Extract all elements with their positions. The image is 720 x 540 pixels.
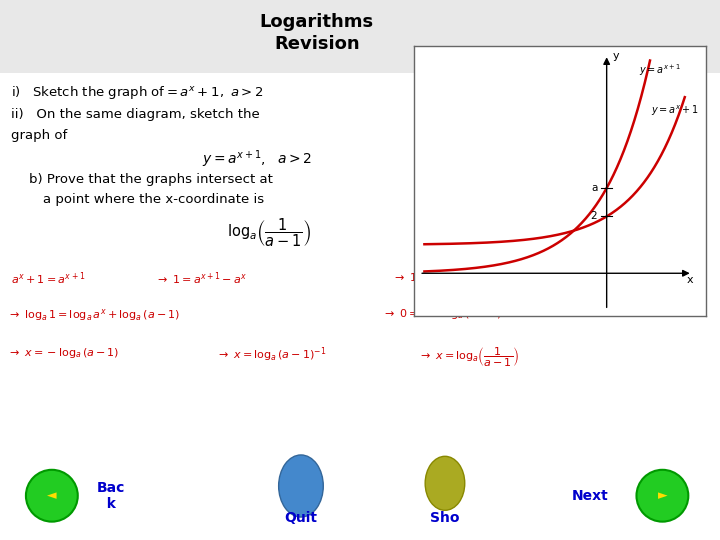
FancyBboxPatch shape	[0, 73, 720, 540]
Text: Next: Next	[572, 489, 608, 503]
Text: $\rightarrow\ 0 = x + \log_a(a-1)$: $\rightarrow\ 0 = x + \log_a(a-1)$	[382, 307, 501, 321]
Text: $\rightarrow\ \log_a 1 = \log_a a^x + \log_a(a-1)$: $\rightarrow\ \log_a 1 = \log_a a^x + \l…	[7, 307, 180, 323]
Text: $\rightarrow\ x = \log_a\!\left(\dfrac{1}{a-1}\right)$: $\rightarrow\ x = \log_a\!\left(\dfrac{1…	[418, 346, 518, 369]
Text: $y = a^{x+1}$: $y = a^{x+1}$	[639, 63, 681, 78]
Ellipse shape	[279, 455, 323, 517]
Text: $\rightarrow\ x = -\log_a(a-1)$: $\rightarrow\ x = -\log_a(a-1)$	[7, 346, 120, 360]
Text: i)   Sketch the graph of$= a^x + 1,\ a > 2$: i) Sketch the graph of$= a^x + 1,\ a > 2…	[11, 84, 264, 100]
Text: $\log_a\!\left(\dfrac{1}{a-1}\right)$: $\log_a\!\left(\dfrac{1}{a-1}\right)$	[227, 216, 311, 248]
Ellipse shape	[425, 456, 465, 510]
Text: $\rightarrow\ x = \log_a(a-1)^{-1}$: $\rightarrow\ x = \log_a(a-1)^{-1}$	[216, 346, 327, 364]
Text: ►: ►	[657, 489, 667, 502]
Text: $y = a^{x+1},\ \ a > 2$: $y = a^{x+1},\ \ a > 2$	[202, 148, 312, 170]
Text: Quit: Quit	[284, 511, 318, 525]
Text: a point where the x-coordinate is: a point where the x-coordinate is	[43, 193, 264, 206]
Text: Bac
  k: Bac k	[97, 481, 125, 511]
Text: a: a	[591, 183, 598, 193]
Ellipse shape	[26, 470, 78, 522]
Text: Logarithms
Revision: Logarithms Revision	[260, 13, 374, 52]
Text: $y = a^x + 1$: $y = a^x + 1$	[651, 104, 699, 118]
Text: ◄: ◄	[47, 489, 57, 502]
Ellipse shape	[636, 470, 688, 522]
Text: $a^x + 1 = a^{x+1}$: $a^x + 1 = a^{x+1}$	[11, 270, 85, 287]
Text: $\rightarrow\ 1 = a^{x+1} - a^x$: $\rightarrow\ 1 = a^{x+1} - a^x$	[155, 270, 247, 287]
Text: Sho: Sho	[431, 511, 459, 525]
Text: b) Prove that the graphs intersect at: b) Prove that the graphs intersect at	[29, 173, 273, 186]
Text: $\rightarrow\ 1 = a^x(a-1)$: $\rightarrow\ 1 = a^x(a-1)$	[392, 270, 480, 285]
Text: x: x	[687, 275, 693, 285]
Text: ii)   On the same diagram, sketch the: ii) On the same diagram, sketch the	[11, 108, 259, 121]
Text: y: y	[613, 51, 619, 61]
Text: graph of: graph of	[11, 129, 67, 141]
Text: 2: 2	[590, 212, 598, 221]
